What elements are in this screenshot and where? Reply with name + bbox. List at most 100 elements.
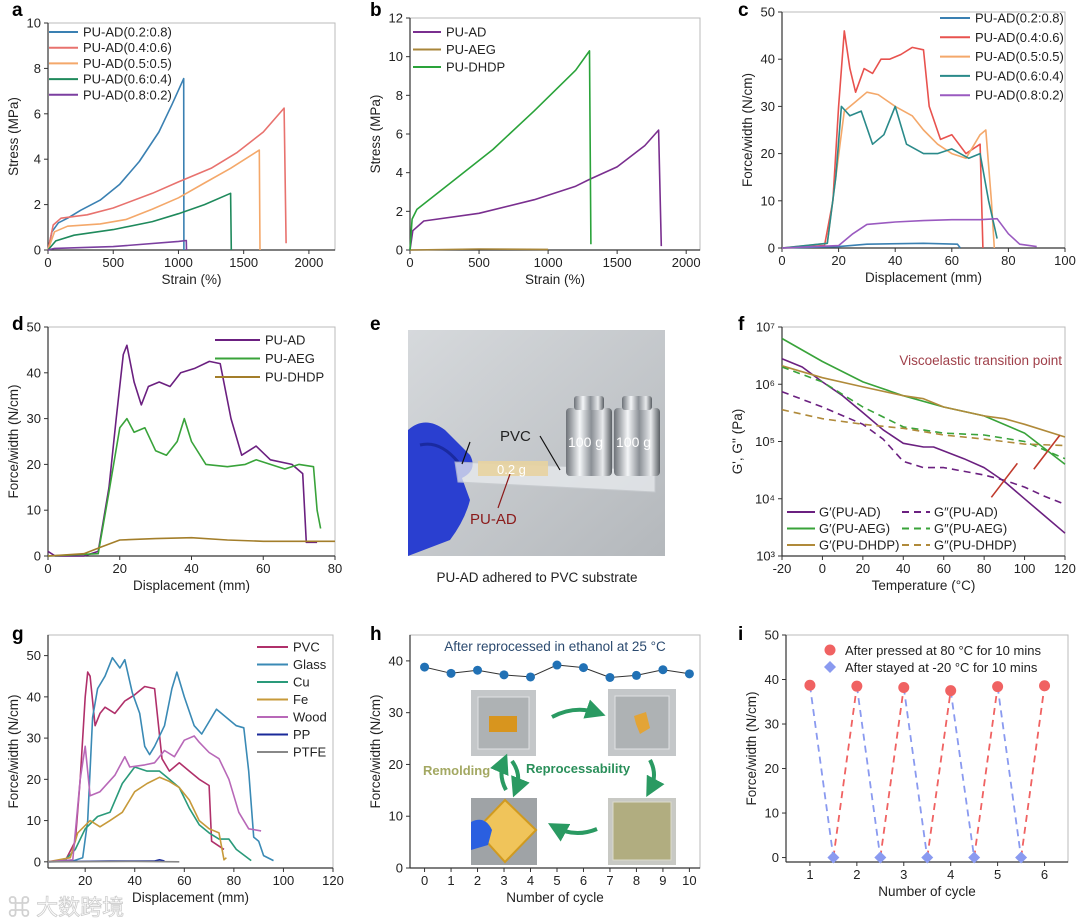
panel-label-b: b — [370, 0, 382, 21]
x-tick-label: 100 — [273, 873, 295, 888]
x-tick-label: 2 — [853, 867, 860, 882]
y-tick-label: 6 — [34, 106, 41, 121]
inset-photo-remolded — [471, 798, 538, 865]
series-line — [781, 91, 996, 249]
y-tick-label: 10⁵ — [755, 434, 775, 449]
series-line — [781, 217, 1037, 249]
x-tick-label: 1500 — [603, 255, 632, 270]
series-line — [47, 77, 185, 251]
x-tick-label: 10 — [682, 873, 696, 888]
series-line — [781, 30, 984, 249]
y-axis-label: Force/width (N/cm) — [6, 384, 21, 498]
reprocessability-label: Reprocessability — [526, 761, 631, 776]
data-point — [1039, 680, 1051, 692]
cooling-segment — [855, 686, 882, 858]
legend-entry: PU-DHDP — [265, 370, 324, 385]
series-line — [47, 417, 322, 557]
data-point — [851, 680, 863, 692]
x-tick-label: 5 — [553, 873, 560, 888]
chart-i: 1 2 3 4 5 6 0 10 20 30 40 50 Number of cycle Force/wi… — [744, 628, 1069, 899]
y-tick-label: 2 — [396, 204, 403, 219]
weight-2-label: 100 g — [616, 434, 651, 450]
panel-label-c: c — [738, 0, 749, 21]
x-tick-label: 40 — [184, 561, 198, 576]
reprocessing-insets: Remolding Reprocessability — [423, 689, 676, 865]
y-tick-label: 50 — [765, 628, 779, 643]
legend-entry: PP — [293, 727, 310, 742]
x-axis-label: Number of cycle — [506, 890, 604, 905]
photo-panel-e: PVC 100 g 100 g 0.2 g PU-AD PU-AD adhere… — [408, 330, 665, 585]
data-point — [1015, 851, 1028, 864]
legend-entry: Cu — [293, 675, 310, 690]
y-tick-label: 10 — [27, 503, 41, 518]
data-point — [874, 851, 887, 864]
adhesive-label: PU-AD — [470, 511, 517, 528]
series-line — [781, 105, 998, 249]
y-tick-label: 40 — [389, 653, 403, 668]
x-tick-label: 1000 — [164, 255, 193, 270]
legend-entry: PU-AD(0.4:0.6) — [975, 30, 1064, 45]
y-axis-label: Stress (MPa) — [6, 97, 21, 176]
legend-entry: PU-AEG — [446, 42, 496, 57]
x-tick-label: 80 — [977, 561, 991, 576]
y-tick-label: 0 — [34, 549, 41, 564]
legend-entry: G′(PU-DHDP) — [819, 538, 899, 553]
data-point — [658, 665, 668, 675]
pu-ad-pointer-line — [497, 473, 511, 509]
y-tick-label: 0 — [768, 241, 775, 256]
series-line — [781, 390, 1066, 506]
legend-entry: PU-AD — [265, 333, 305, 348]
y-axis-label: Force/width (N/cm) — [740, 73, 755, 187]
x-tick-label: 60 — [945, 253, 959, 268]
x-tick-label: 20 — [831, 253, 845, 268]
y-tick-label: 10 — [765, 806, 779, 821]
y-tick-label: 20 — [765, 761, 779, 776]
x-tick-label: 1 — [447, 873, 454, 888]
glove-shade — [419, 442, 460, 463]
weight-1-label: 100 g — [568, 434, 603, 450]
y-tick-label: 30 — [27, 731, 41, 746]
x-tick-label: 0 — [819, 561, 826, 576]
arrow-down-small-icon — [510, 759, 530, 798]
y-tick-label: 50 — [761, 5, 775, 20]
legend-entry: G″(PU-DHDP) — [934, 538, 1017, 553]
series-line — [47, 536, 335, 557]
data-point — [968, 851, 981, 864]
y-tick-label: 4 — [396, 165, 403, 180]
series-line — [781, 366, 1066, 460]
arrow-down-icon — [646, 759, 665, 798]
x-tick-label: 120 — [1054, 561, 1076, 576]
panel-label-f: f — [738, 314, 745, 335]
pvc-label: PVC — [500, 428, 531, 445]
x-tick-label: 100 — [1014, 561, 1036, 576]
legend-entry: PU-AD(0.8:0.2) — [83, 87, 172, 102]
legend-entry: PU-AD(0.2:0.8) — [83, 25, 172, 40]
series-line — [47, 776, 227, 863]
x-tick-label: 0 — [421, 873, 428, 888]
weight-1 — [566, 396, 612, 476]
heating-segment — [973, 686, 999, 858]
pu-ad-film — [478, 461, 548, 476]
panel-label-g: g — [12, 624, 24, 645]
y-tick-label: 12 — [389, 11, 403, 26]
arrow-up-icon — [490, 753, 509, 791]
remolding-label: Remolding — [423, 763, 490, 778]
y-tick-label: 10 — [761, 193, 775, 208]
data-point — [420, 662, 430, 672]
legend-entry: Fe — [293, 692, 308, 707]
y-tick-label: 30 — [389, 705, 403, 720]
panel-label-d: d — [12, 314, 24, 335]
y-tick-label: 8 — [34, 61, 41, 76]
legend-marker — [824, 644, 836, 656]
x-tick-label: 40 — [896, 561, 910, 576]
y-tick-label: 2 — [34, 197, 41, 212]
legend-entry: PU-AD(0.8:0.2) — [975, 88, 1064, 103]
chart-b: 0 500 1000 1500 2000 0 2 4 6 8 10 12 Strain (%) Stres… — [368, 11, 701, 288]
data-point — [992, 681, 1004, 693]
transition-point-marker — [990, 462, 1018, 498]
data-point — [446, 668, 456, 678]
legend-entry: Glass — [293, 657, 327, 672]
y-tick-label: 10⁶ — [755, 377, 775, 392]
x-tick-label: 2000 — [294, 255, 323, 270]
data-point — [827, 851, 840, 864]
